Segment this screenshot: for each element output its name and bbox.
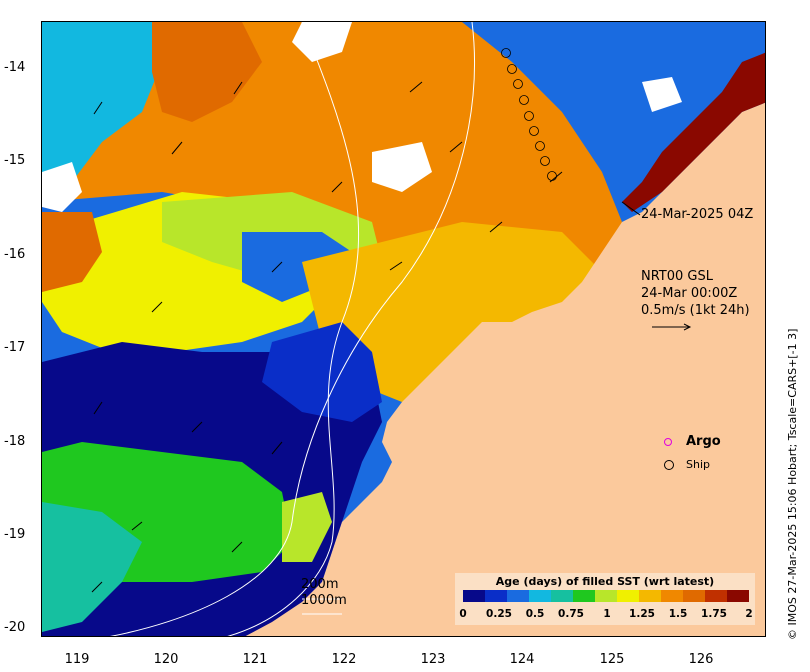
current-arrow [151, 301, 163, 313]
colorbar-legend: Age (days) of filled SST (wrt latest) 0 … [455, 573, 755, 625]
map-frame [41, 21, 766, 637]
current-arrow [171, 141, 183, 155]
sst-zone-teal-sw [42, 502, 142, 632]
current-arrow [389, 261, 403, 271]
sst-map [42, 22, 765, 636]
current-arrow [271, 261, 283, 273]
colorbar-tick: 2 [745, 608, 753, 620]
sst-zone-brown-nw [152, 22, 262, 122]
colorbar-segment [705, 590, 728, 602]
current-arrow [233, 81, 243, 95]
colorbar-tick: 1.5 [668, 608, 688, 620]
current-arrow [449, 141, 463, 153]
y-tick-label: -17 [4, 340, 26, 355]
sst-zone-orange-shelf [302, 222, 602, 402]
ship-marker [507, 64, 517, 74]
colorbar-tick: 0 [459, 608, 467, 620]
colorbar-segment [661, 590, 684, 602]
isobath-200m [226, 22, 360, 636]
colorbar-tick: 0.5 [525, 608, 545, 620]
sst-zone-darkred-coast [622, 52, 765, 212]
isobath-200m-label: 200m [301, 577, 339, 592]
current-arrow [191, 421, 203, 433]
colorbar-segment [727, 590, 749, 602]
credit-text: © IMOS 27-Mar-2025 15:06 Hobart; Tscale=… [786, 328, 799, 640]
colorbar-segment [639, 590, 662, 602]
sst-zone-blue-south [262, 322, 382, 422]
ship-marker [529, 126, 539, 136]
current-vectors [91, 81, 563, 593]
ship-marker [524, 111, 534, 121]
ship-marker [519, 95, 529, 105]
colorbar-tick: 1.25 [629, 608, 655, 620]
x-tick-label: 123 [420, 652, 446, 667]
y-tick-label: -20 [4, 620, 26, 635]
isobath-1000m-label: 1000m [301, 593, 347, 608]
current-time-label: 24-Mar 00:00Z [641, 286, 738, 301]
ship-marker [540, 156, 550, 166]
current-arrow [131, 521, 143, 531]
ship-legend-label: Ship [686, 458, 710, 471]
isobath-1000m [109, 22, 475, 636]
x-tick-label: 126 [688, 652, 714, 667]
sst-zone-lime-coast [282, 492, 332, 562]
current-arrow [231, 541, 243, 553]
y-tick-label: -19 [4, 527, 26, 542]
colorbar [463, 590, 749, 602]
argo-marker-icon [664, 438, 672, 446]
ship-marker [501, 48, 511, 58]
colorbar-segment [617, 590, 640, 602]
colorbar-segment [683, 590, 706, 602]
current-arrow [409, 81, 423, 93]
colorbar-segment [595, 590, 618, 602]
y-tick-label: -14 [4, 60, 26, 75]
colorbar-tick: 0.25 [486, 608, 512, 620]
colorbar-segment [551, 590, 574, 602]
ship-marker-icon [664, 460, 674, 470]
colorbar-tick: 0.75 [558, 608, 584, 620]
land-kimberley [245, 102, 765, 636]
colorbar-segment [507, 590, 530, 602]
sst-zone-cyan-nw [42, 22, 162, 192]
current-scale-arrow [652, 323, 692, 331]
current-arrow [271, 441, 283, 455]
y-tick-label: -18 [4, 434, 26, 449]
current-arrow [93, 401, 103, 415]
x-tick-label: 122 [331, 652, 357, 667]
current-arrow [549, 171, 563, 183]
ship-track-leader [621, 201, 641, 216]
x-tick-label: 121 [242, 652, 268, 667]
current-arrow [93, 101, 103, 115]
current-arrow [489, 221, 503, 233]
colorbar-tick: 1.75 [701, 608, 727, 620]
colorbar-title: Age (days) of filled SST (wrt latest) [495, 575, 715, 588]
current-product-label: NRT00 GSL [641, 269, 713, 284]
colorbar-segment [529, 590, 552, 602]
cloud-gap-4 [642, 77, 682, 112]
colorbar-tick: 1 [603, 608, 611, 620]
x-tick-label: 124 [509, 652, 535, 667]
current-arrow [331, 181, 343, 193]
ship-track-time-label: 24-Mar-2025 04Z [641, 207, 754, 222]
x-tick-label: 125 [599, 652, 625, 667]
sst-zone-brown-west [42, 212, 102, 292]
current-scale-label: 0.5m/s (1kt 24h) [641, 303, 750, 318]
cloud-gap-3 [42, 162, 82, 212]
cloud-gap-2 [372, 142, 432, 192]
x-tick-label: 119 [64, 652, 90, 667]
x-tick-label: 120 [153, 652, 179, 667]
current-arrow [91, 581, 103, 593]
colorbar-segment [573, 590, 596, 602]
colorbar-segment [485, 590, 508, 602]
argo-legend-label: Argo [686, 434, 721, 449]
y-tick-label: -16 [4, 247, 26, 262]
y-tick-label: -15 [4, 153, 26, 168]
cloud-gap-1 [292, 22, 352, 62]
colorbar-segment [463, 590, 486, 602]
ship-marker [513, 79, 523, 89]
ship-marker [535, 141, 545, 151]
